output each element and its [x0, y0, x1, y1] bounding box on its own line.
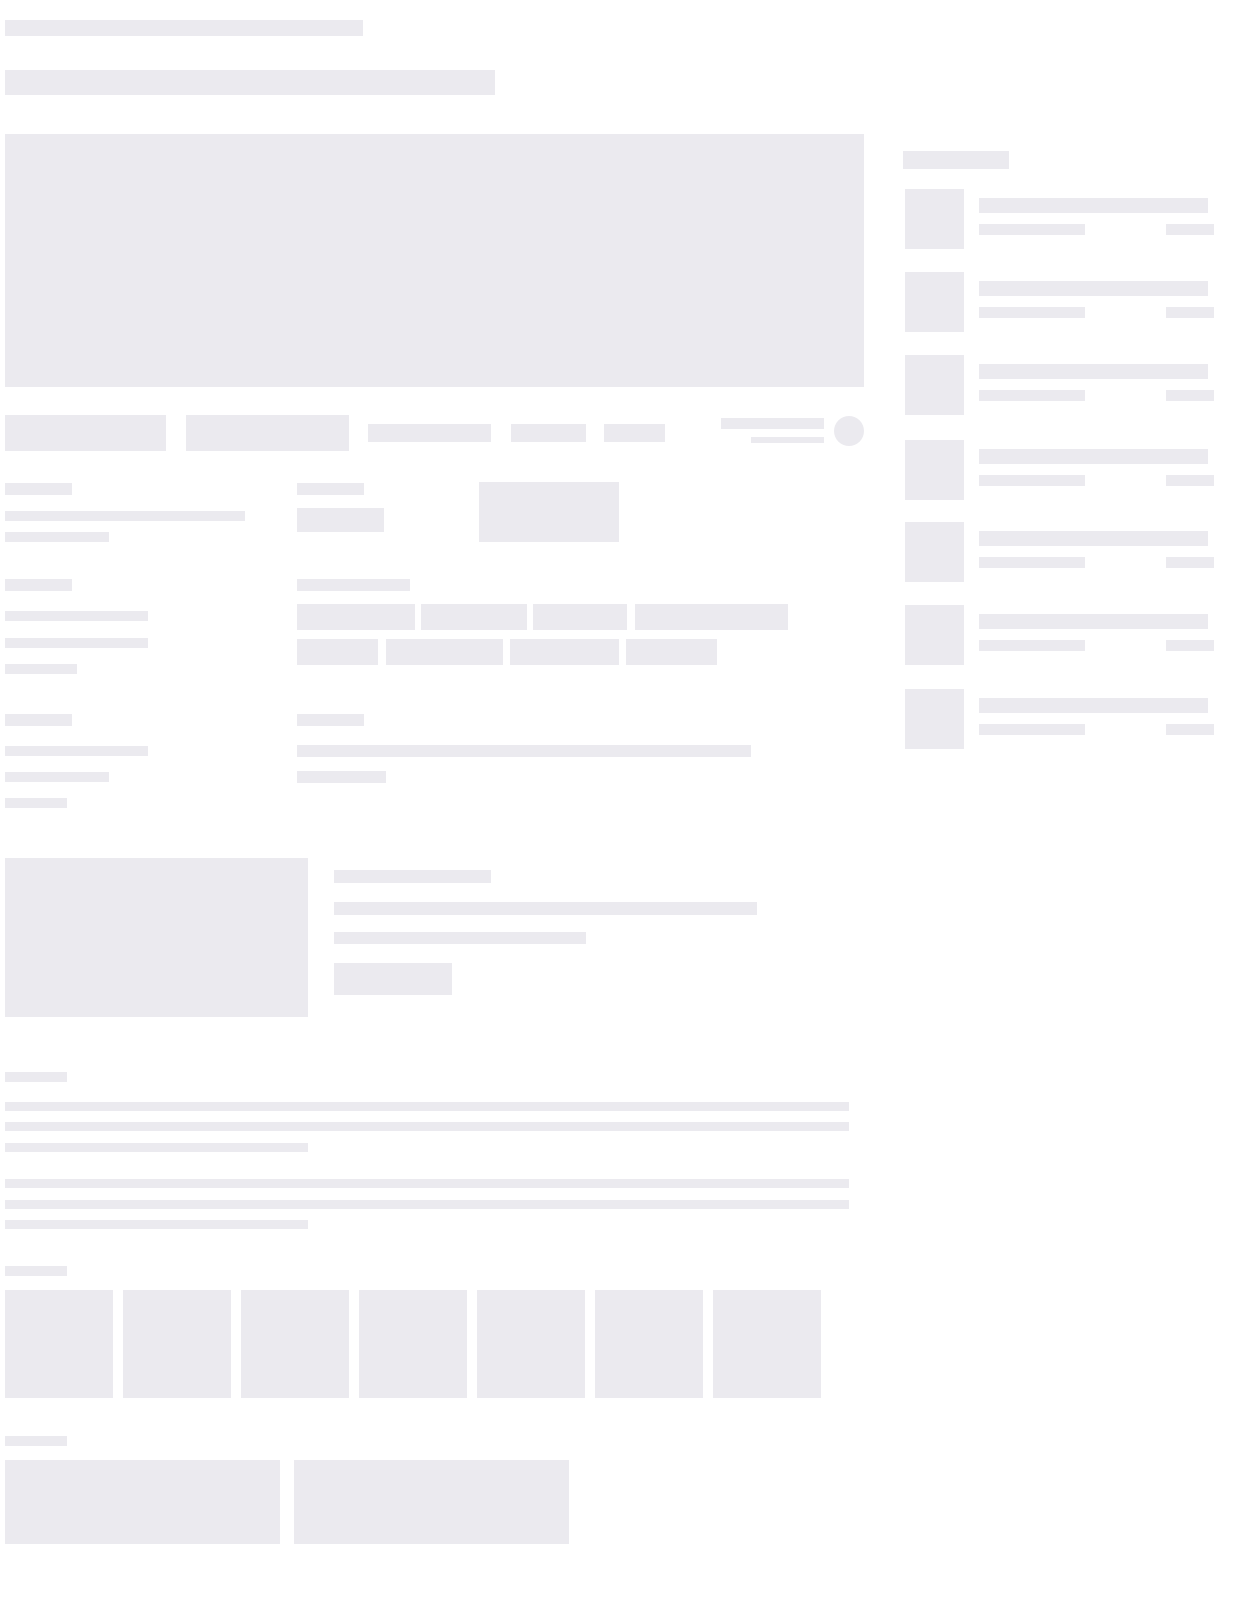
- label-placeholder: [5, 579, 72, 591]
- title-placeholder: [5, 70, 495, 95]
- text-placeholder: [5, 664, 77, 674]
- text-placeholder: [297, 745, 751, 757]
- thumbnail-placeholder: [123, 1290, 231, 1398]
- action-button-placeholder: [186, 415, 349, 451]
- sidebar-heading-placeholder: [903, 151, 1009, 169]
- sidebar-item-meta-placeholder: [1166, 724, 1214, 735]
- sidebar-item-meta-placeholder: [1166, 224, 1214, 235]
- box-placeholder: [479, 482, 619, 542]
- action-link-placeholder: [511, 424, 586, 442]
- paragraph-line-placeholder: [5, 1102, 849, 1111]
- chip-placeholder: [297, 639, 378, 665]
- sidebar-item-thumb-placeholder: [905, 189, 964, 249]
- thumbnail-placeholder: [241, 1290, 349, 1398]
- sidebar-item-meta-placeholder: [979, 475, 1085, 486]
- sidebar-item-meta-placeholder: [1166, 390, 1214, 401]
- paragraph-line-placeholder: [5, 1122, 849, 1131]
- sidebar-item-thumb-placeholder: [905, 522, 964, 582]
- chip-placeholder: [635, 604, 788, 630]
- hero-image-placeholder: [5, 134, 864, 387]
- label-placeholder: [297, 579, 410, 591]
- thumbnail-placeholder: [5, 1290, 113, 1398]
- sidebar-item-title-placeholder: [979, 614, 1208, 629]
- sidebar-item-meta-placeholder: [1166, 475, 1214, 486]
- sidebar-item-meta-placeholder: [979, 640, 1085, 651]
- text-placeholder: [334, 870, 491, 883]
- sidebar-item-thumb-placeholder: [905, 689, 964, 749]
- sidebar-item-thumb-placeholder: [905, 355, 964, 415]
- paragraph-line-placeholder: [5, 1179, 849, 1188]
- value-placeholder: [297, 508, 384, 532]
- label-placeholder: [5, 483, 72, 495]
- action-link-placeholder: [368, 424, 491, 442]
- sidebar-item-meta-placeholder: [979, 724, 1085, 735]
- thumbnail-placeholder: [595, 1290, 703, 1398]
- paragraph-line-placeholder: [5, 1220, 308, 1229]
- text-placeholder: [5, 611, 148, 621]
- label-placeholder: [5, 1266, 67, 1276]
- action-button-placeholder: [5, 415, 166, 451]
- text-placeholder: [334, 902, 757, 915]
- label-placeholder: [297, 714, 364, 726]
- sidebar-item-title-placeholder: [979, 364, 1208, 379]
- sidebar-item-thumb-placeholder: [905, 272, 964, 332]
- sidebar-item-meta-placeholder: [1166, 307, 1214, 318]
- text-placeholder: [5, 532, 109, 542]
- media-image-placeholder: [5, 858, 308, 1017]
- sidebar-item-title-placeholder: [979, 698, 1208, 713]
- button-placeholder: [334, 963, 452, 995]
- label-placeholder: [297, 483, 364, 495]
- label-placeholder: [5, 1436, 67, 1446]
- card-placeholder: [294, 1460, 569, 1544]
- sidebar-item-meta-placeholder: [979, 307, 1085, 318]
- label-placeholder: [5, 1072, 67, 1082]
- thumbnail-placeholder: [359, 1290, 467, 1398]
- sidebar-item-thumb-placeholder: [905, 605, 964, 665]
- chip-placeholder: [510, 639, 619, 665]
- text-placeholder: [5, 798, 67, 808]
- chip-placeholder: [386, 639, 503, 665]
- thumbnail-placeholder: [713, 1290, 821, 1398]
- author-name-placeholder: [721, 418, 824, 429]
- text-placeholder: [297, 771, 386, 783]
- text-placeholder: [334, 932, 586, 944]
- avatar-placeholder: [834, 416, 864, 446]
- sidebar-item-title-placeholder: [979, 449, 1208, 464]
- breadcrumb-placeholder: [5, 20, 363, 36]
- chip-placeholder: [297, 604, 415, 630]
- sidebar-item-title-placeholder: [979, 198, 1208, 213]
- card-placeholder: [5, 1460, 280, 1544]
- paragraph-line-placeholder: [5, 1200, 849, 1209]
- text-placeholder: [5, 638, 148, 648]
- thumbnail-placeholder: [477, 1290, 585, 1398]
- text-placeholder: [5, 511, 245, 521]
- chip-placeholder: [421, 604, 527, 630]
- paragraph-line-placeholder: [5, 1143, 308, 1152]
- sidebar-item-meta-placeholder: [1166, 640, 1214, 651]
- sidebar-item-title-placeholder: [979, 531, 1208, 546]
- chip-placeholder: [626, 639, 717, 665]
- sidebar-item-title-placeholder: [979, 281, 1208, 296]
- action-link-placeholder: [604, 424, 665, 442]
- sidebar-item-meta-placeholder: [979, 557, 1085, 568]
- sidebar-item-meta-placeholder: [979, 224, 1085, 235]
- sidebar-item-meta-placeholder: [1166, 557, 1214, 568]
- text-placeholder: [5, 772, 109, 782]
- chip-placeholder: [533, 604, 627, 630]
- text-placeholder: [5, 746, 148, 756]
- author-meta-placeholder: [751, 437, 824, 443]
- label-placeholder: [5, 714, 72, 726]
- sidebar-item-thumb-placeholder: [905, 440, 964, 500]
- sidebar-item-meta-placeholder: [979, 390, 1085, 401]
